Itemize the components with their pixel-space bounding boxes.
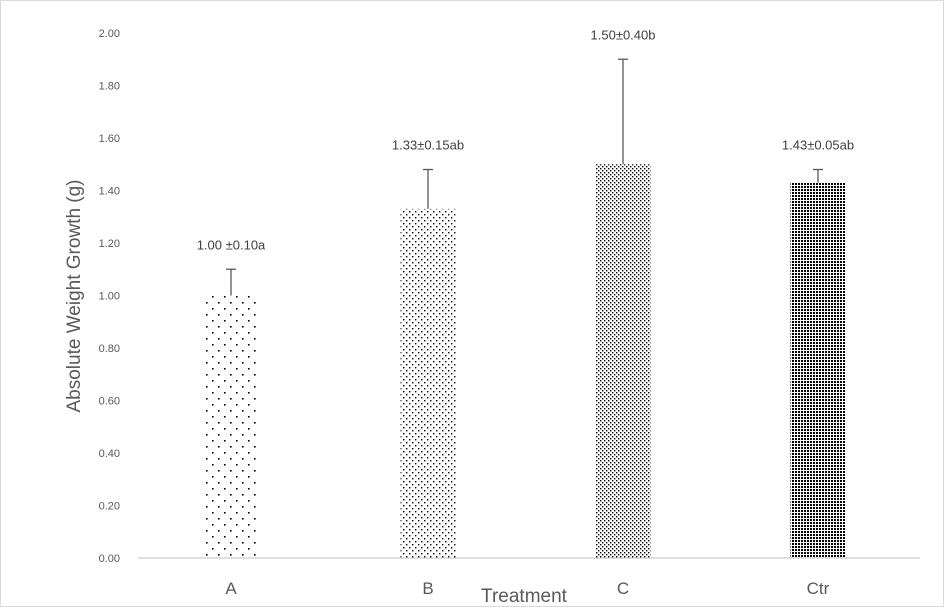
bar-ctr [790,182,846,558]
y-axis-ticks: 0.00 0.20 0.40 0.60 0.80 1.00 1.20 1.40 1.60 1.80… [99,28,120,565]
x-tick-label: C [617,579,629,598]
y-tick-label: 1.20 [99,238,120,250]
x-tick-label: B [422,579,433,598]
x-axis-title: Treatment [481,586,568,607]
y-tick-label: 1.80 [99,81,120,93]
x-axis-category-labels: A B C Ctr [225,579,829,598]
x-tick-label: A [225,579,237,598]
bar-a [203,295,259,558]
y-tick-label: 0.40 [99,448,120,460]
error-bars-group [226,58,823,296]
data-label-ctr: 1.43±0.05ab [782,138,854,153]
y-tick-label: 2.00 [99,28,120,40]
error-bar-b [423,168,433,209]
y-axis-title: Absolute Weight Growth (g) [64,179,85,412]
bar-c [595,164,651,558]
data-label-b: 1.33±0.15ab [392,138,464,153]
x-tick-label: Ctr [807,579,830,598]
data-labels-group: 1.00 ±0.10a 1.33±0.15ab 1.50±0.40b 1.43±0.0… [197,27,854,252]
y-tick-label: 1.60 [99,133,120,145]
y-tick-label: 0.20 [99,501,120,513]
y-tick-label: 1.00 [99,291,120,303]
y-tick-label: 1.40 [99,186,120,198]
error-bar-ctr [813,168,823,183]
data-label-a: 1.00 ±0.10a [197,237,266,252]
y-tick-label: 0.00 [99,553,120,565]
error-bar-a [226,268,236,296]
y-tick-label: 0.60 [99,396,120,408]
bar-b [400,208,456,558]
y-tick-label: 0.80 [99,343,120,355]
data-label-c: 1.50±0.40b [591,27,656,42]
error-bar-c [618,58,628,165]
bars-group [203,164,846,558]
